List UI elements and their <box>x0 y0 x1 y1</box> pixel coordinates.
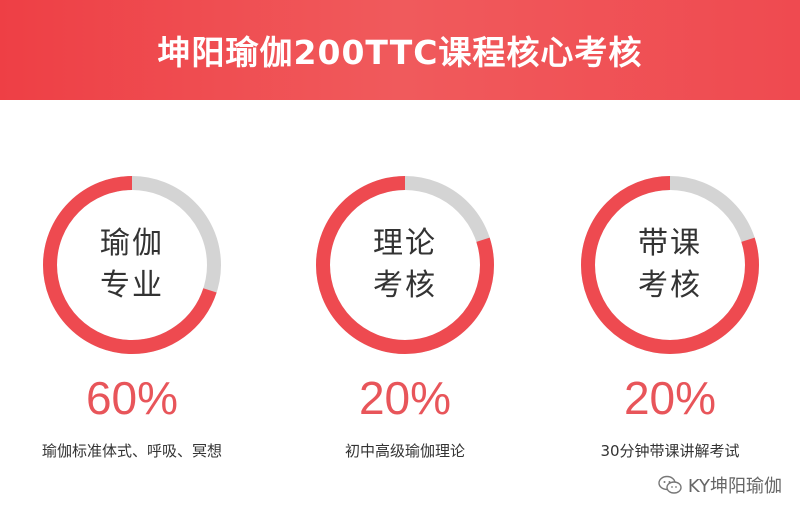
assessment-item-teaching: 带课 考核 20% 30分钟带课讲解考试 <box>560 170 780 461</box>
progress-ring-graphic <box>43 176 221 354</box>
ring-label-line1: 瑜伽 <box>100 226 164 261</box>
watermark: KY坤阳瑜伽 <box>658 472 782 498</box>
ring-label-line1: 带课 <box>638 226 702 261</box>
ring-filled-arc <box>316 176 494 354</box>
item-description: 瑜伽标准体式、呼吸、冥想 <box>41 442 222 460</box>
ring-filled-arc <box>581 176 759 354</box>
progress-ring: 理论 考核 <box>310 170 500 360</box>
progress-ring: 带课 考核 <box>575 170 765 360</box>
wechat-icon <box>658 475 682 494</box>
item-description: 初中高级瑜伽理论 <box>344 442 465 460</box>
item-description: 30分钟带课讲解考试 <box>600 442 740 460</box>
ring-filled-arc <box>43 176 221 354</box>
ring-label: 带课 考核 <box>575 170 765 360</box>
progress-ring-graphic <box>581 176 759 354</box>
percentage-value: 20% <box>358 372 452 424</box>
watermark-text: KY坤阳瑜伽 <box>687 476 782 497</box>
progress-ring: 瑜伽 专业 <box>37 170 227 360</box>
assessment-item-yoga-professional: 瑜伽 专业 60% 瑜伽标准体式、呼吸、冥想 <box>22 170 242 461</box>
assessment-item-theory: 理论 考核 20% 初中高级瑜伽理论 <box>295 170 515 461</box>
percentage-value: 20% <box>623 372 717 424</box>
ring-label-line1: 理论 <box>373 226 437 261</box>
progress-ring-graphic <box>316 176 494 354</box>
ring-label-line2: 考核 <box>373 268 437 303</box>
ring-label-line2: 专业 <box>100 268 164 303</box>
ring-label: 理论 考核 <box>310 170 500 360</box>
header-banner: 坤阳瑜伽200TTC课程核心考核 <box>0 0 800 100</box>
page-title: 坤阳瑜伽200TTC课程核心考核 <box>157 33 643 72</box>
ring-label-line2: 考核 <box>638 268 702 303</box>
ring-label: 瑜伽 专业 <box>37 170 227 360</box>
percentage-value: 60% <box>85 372 179 424</box>
